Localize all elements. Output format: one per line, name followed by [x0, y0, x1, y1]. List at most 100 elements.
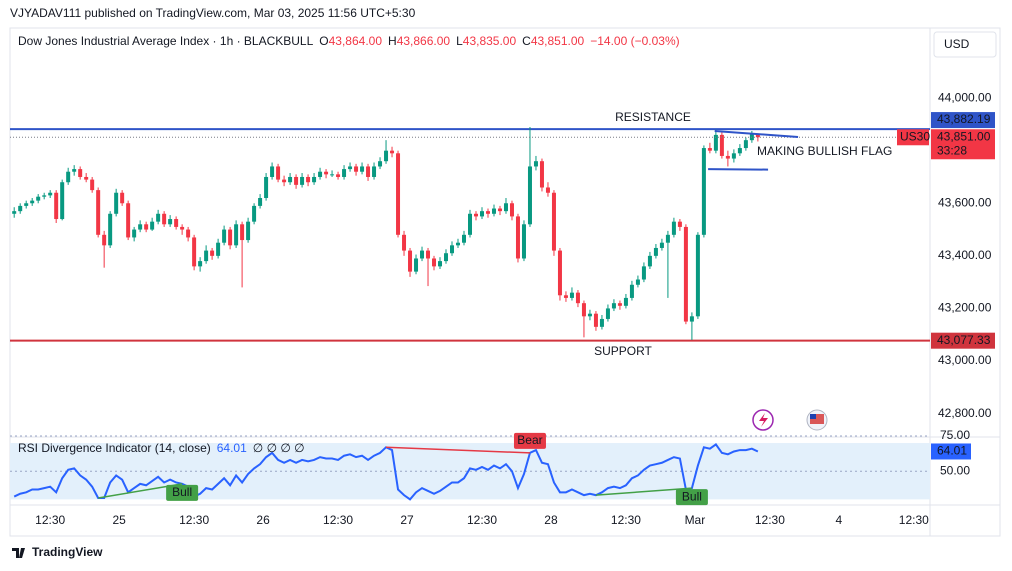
candle-body: [491, 208, 496, 214]
candle-body: [12, 211, 17, 214]
candle-body: [132, 229, 137, 238]
symbol: Dow Jones Industrial Average Index · 1h …: [18, 34, 314, 48]
candle-body: [689, 316, 694, 322]
x-tick-label: 12:30: [611, 513, 641, 527]
y-tick-label: 43,600.00: [938, 195, 992, 209]
candle-body: [575, 292, 580, 304]
flag-label: MAKING BULLISH FLAG: [757, 144, 892, 158]
candle-body: [509, 203, 514, 217]
candle-body: [60, 182, 65, 220]
candle-body: [120, 192, 125, 204]
candle-body: [737, 148, 742, 154]
candle-body: [156, 213, 161, 222]
x-tick-label: 28: [544, 513, 558, 527]
candle-body: [635, 279, 640, 285]
divergence-label: Bull: [682, 489, 702, 503]
ohlc-value: 43,864.00: [329, 34, 383, 48]
candle-body: [426, 250, 431, 259]
x-tick-label: 12:30: [755, 513, 785, 527]
candle-body: [204, 250, 209, 262]
candle-body: [533, 161, 538, 167]
x-tick-label: 12:30: [467, 513, 497, 527]
candle-body: [324, 171, 329, 175]
ohlc-value: 43,851.00: [531, 34, 585, 48]
candle-body: [611, 303, 616, 309]
candle-body: [695, 234, 700, 317]
last-price-badge: [931, 129, 995, 160]
candle-body: [515, 216, 520, 259]
candle-body: [551, 192, 556, 251]
ohlc-key: L: [456, 34, 463, 48]
candle-body: [186, 229, 191, 238]
rsi-value-badge-label: 64.01: [937, 444, 967, 458]
candle-body: [557, 250, 562, 296]
candle-body: [629, 284, 634, 298]
candle-body: [396, 153, 401, 235]
candle-body: [66, 171, 71, 183]
currency-label[interactable]: USD: [944, 37, 970, 51]
y-tick-label: 44,000.00: [938, 90, 992, 104]
candle-body: [743, 140, 748, 149]
candle-body: [677, 221, 682, 227]
rsi-tick-label: 50.00: [940, 463, 970, 477]
ohlc-value: 43,866.00: [397, 34, 451, 48]
x-tick-label: 4: [835, 513, 842, 527]
candle-body: [312, 176, 317, 183]
legend: Dow Jones Industrial Average Index · 1h …: [18, 34, 680, 48]
candle-body: [288, 176, 293, 183]
candle-body: [78, 169, 83, 177]
last-price-label: 43,851.00: [937, 129, 991, 143]
candle-body: [456, 242, 461, 246]
candle-body: [360, 166, 365, 172]
candle-body: [252, 205, 257, 222]
candle-body: [683, 226, 688, 322]
candle-body: [479, 211, 484, 217]
candle-body: [240, 224, 245, 241]
candle-body: [210, 250, 215, 256]
flag-line: [708, 168, 769, 171]
x-tick-label: 12:30: [323, 513, 353, 527]
level-label: SUPPORT: [594, 344, 652, 358]
candle-body: [42, 195, 47, 197]
candle-body: [336, 174, 341, 177]
currency-button[interactable]: [933, 31, 997, 58]
candle-body: [713, 134, 718, 151]
candle-body: [563, 295, 568, 298]
candle-body: [587, 313, 592, 317]
candle-body: [300, 176, 305, 185]
candle-body: [444, 253, 449, 262]
candle-body: [725, 155, 730, 159]
candle-body: [647, 255, 652, 267]
candle-body: [497, 208, 502, 212]
x-tick-label: 25: [112, 513, 126, 527]
candle-body: [30, 200, 35, 204]
candle-body: [174, 219, 179, 227]
candle-body: [348, 166, 353, 170]
candle-body: [306, 176, 311, 183]
rsi-tick-label: 75.00: [940, 428, 970, 442]
rsi-legend: RSI Divergence Indicator (14, close) 64.0…: [18, 441, 305, 455]
candle-body: [755, 133, 760, 138]
candle-body: [641, 266, 646, 280]
candle-body: [180, 226, 185, 230]
candle-body: [90, 179, 95, 191]
candle-body: [599, 318, 604, 327]
countdown: 33:28: [937, 143, 967, 157]
candle-body: [294, 176, 299, 185]
candle-body: [420, 250, 425, 259]
divergence-label: Bull: [172, 485, 192, 499]
rsi-title: RSI Divergence Indicator (14, close): [18, 441, 211, 455]
candle-body: [521, 224, 526, 259]
candle-body: [102, 234, 107, 246]
candle-body: [432, 258, 437, 267]
candle-body: [270, 166, 275, 177]
divergence-line: [386, 446, 531, 454]
candle-body: [330, 174, 335, 176]
candle-body: [150, 221, 155, 230]
candle-body: [24, 203, 29, 206]
x-tick-label: Mar: [685, 513, 706, 527]
candle-body: [503, 203, 508, 212]
x-tick-label: 12:30: [899, 513, 929, 527]
candle-body: [617, 303, 622, 306]
